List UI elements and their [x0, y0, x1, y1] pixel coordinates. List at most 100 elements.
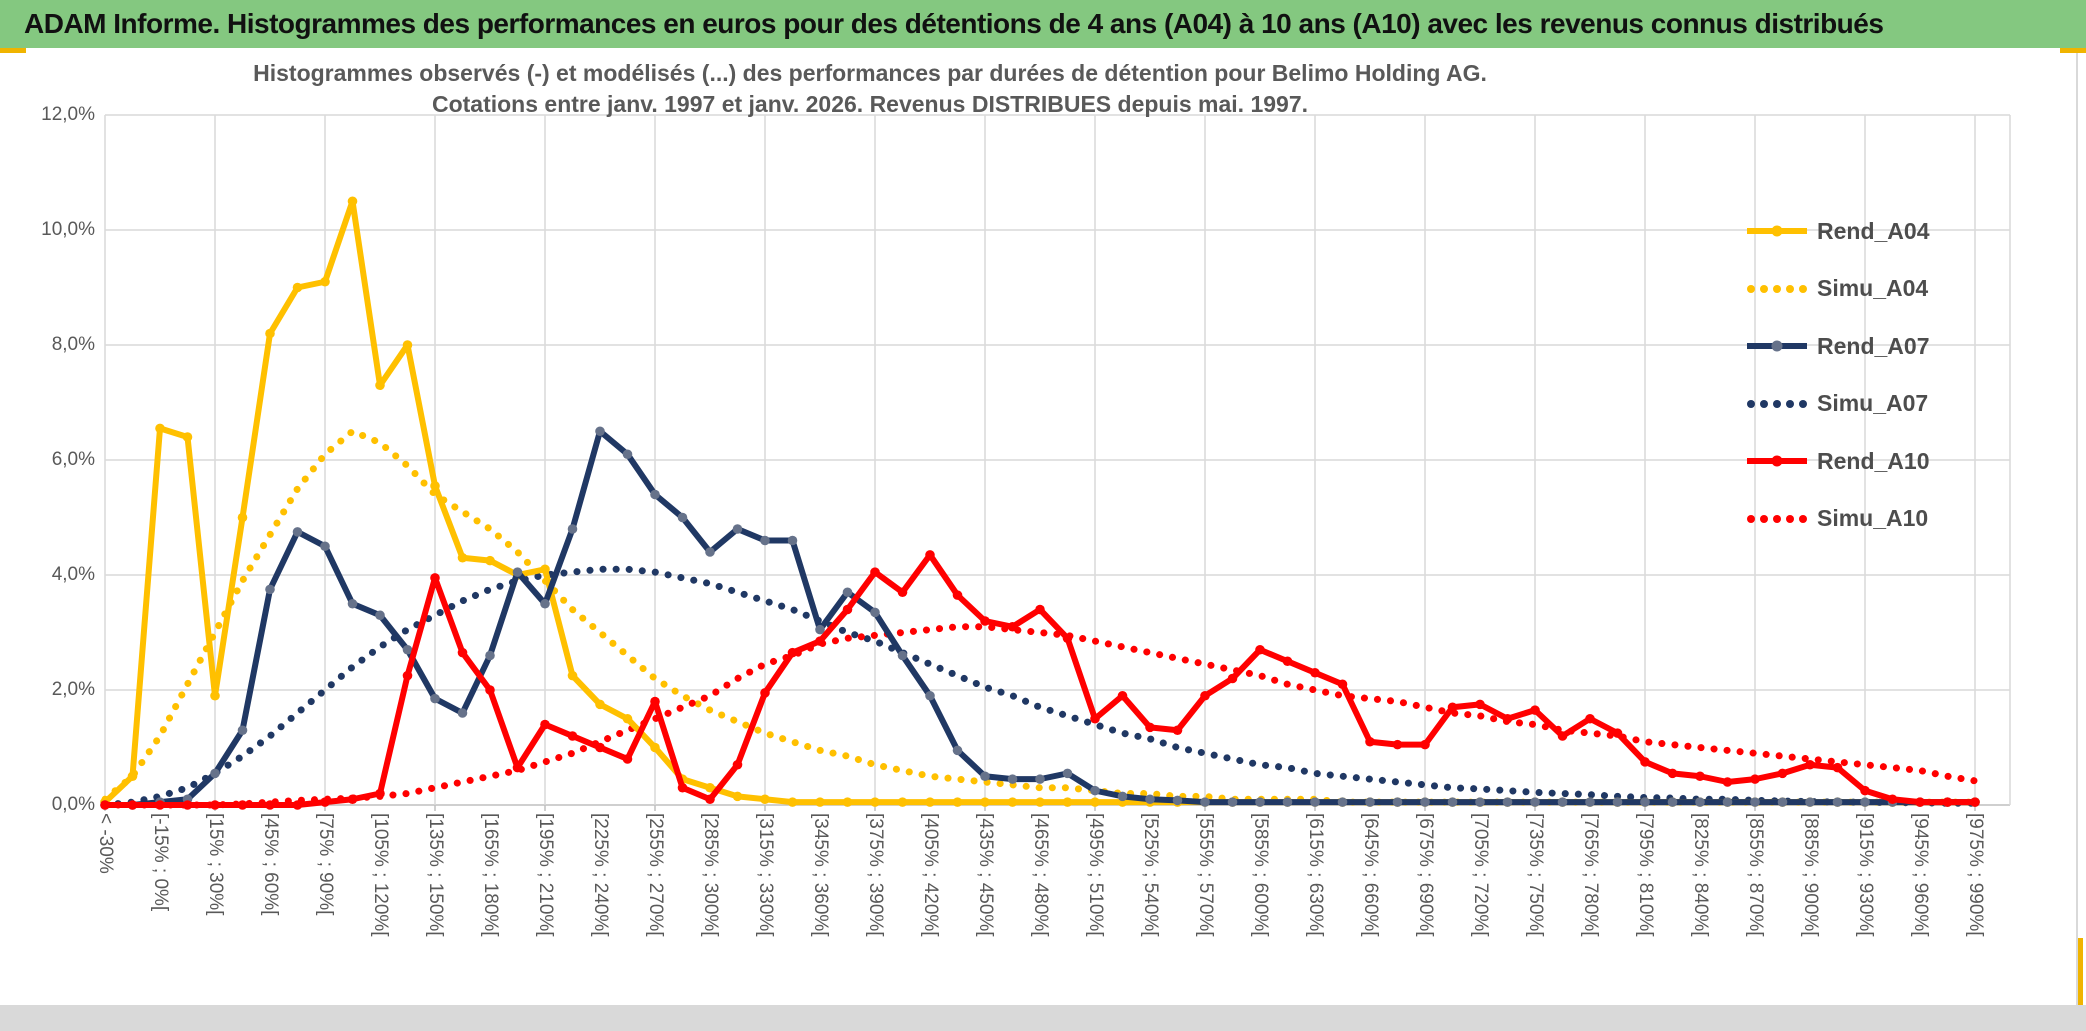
series-Rend_A10-marker — [732, 759, 743, 770]
chart-title-line2: Cotations entre janv. 1997 et janv. 2026… — [431, 91, 1309, 117]
series-Rend_A10-marker — [1145, 722, 1155, 733]
series-Rend_A07-marker — [925, 690, 935, 701]
series-Rend_A04-marker — [210, 690, 220, 701]
series-Rend_A10-marker — [1447, 702, 1458, 713]
series-Rend_A10-marker — [870, 567, 880, 577]
series-Rend_A07-marker — [1832, 797, 1843, 807]
page-title: ADAM Informe. Histogrammes des performan… — [24, 8, 1884, 39]
series-Rend_A10-marker — [1035, 604, 1045, 615]
x-axis-label: [375% ; 390%[ — [865, 813, 886, 937]
legend-label: Rend_A10 — [1817, 447, 1930, 474]
series-Rend_A04-marker — [732, 791, 743, 802]
series-Rend_A07-line — [105, 428, 1975, 808]
series-Rend_A04-marker — [430, 481, 440, 491]
legend-item-Rend_A07[interactable]: Rend_A07 — [1745, 331, 1929, 361]
x-axis-label: [585% ; 600%[ — [1250, 813, 1271, 937]
series-Rend_A07-marker — [1585, 797, 1595, 807]
series-Rend_A07-marker — [760, 535, 770, 546]
x-axis-label: [735% ; 750%[ — [1525, 813, 1546, 937]
x-axis-label: [915% ; 930%[ — [1855, 813, 1876, 937]
series-Rend_A10-marker — [595, 742, 605, 753]
series-Rend_A10-marker — [1887, 794, 1898, 805]
series-Rend_A07-marker — [952, 745, 963, 756]
legend-item-Simu_A10[interactable]: Simu_A10 — [1745, 504, 1928, 534]
series-Rend_A10-marker — [1090, 713, 1100, 724]
series-Rend_A07-marker — [1502, 797, 1513, 807]
x-axis-label: [255% ; 270%[ — [645, 813, 666, 937]
series-Rend_A07-marker — [1145, 794, 1155, 805]
series-Rend_A10-marker — [897, 587, 908, 598]
series-Rend_A10-marker — [815, 636, 825, 646]
series-Rend_A10-marker — [1007, 621, 1018, 632]
series-Rend_A10-marker — [1255, 644, 1265, 655]
series-Rend_A04-marker — [375, 380, 385, 391]
legend-swatch-dotted — [1747, 514, 1807, 523]
x-axis-label: [315% ; 330%[ — [755, 813, 776, 937]
series-Rend_A10-marker — [430, 573, 440, 583]
series-Rend_A07-marker — [1420, 797, 1430, 807]
series-Rend_A10-marker — [1942, 797, 1953, 807]
series-Rend_A07-marker — [1200, 797, 1210, 807]
series-Rend_A07-marker — [540, 598, 550, 609]
series-Rend_A07-marker — [1805, 797, 1815, 807]
series-Rend_A07-marker — [1557, 797, 1568, 807]
series-Rend_A10-marker — [760, 688, 770, 698]
series-Rend_A04-marker — [1035, 797, 1045, 807]
series-Rend_A07-marker — [1365, 797, 1375, 807]
series-Rend_A10-marker — [237, 800, 248, 810]
series-Rend_A07-marker — [237, 725, 248, 736]
legend-item-Rend_A04[interactable]: Rend_A04 — [1745, 216, 1929, 246]
series-Rend_A07-marker — [1282, 797, 1293, 807]
series-Rend_A10-marker — [1750, 774, 1760, 784]
legend-label: Simu_A04 — [1817, 275, 1929, 301]
series-Rend_A10-marker — [1310, 667, 1320, 678]
series-Rend_A04-marker — [897, 797, 908, 807]
series-Rend_A07-marker — [595, 426, 605, 437]
legend-swatch-solid — [1747, 340, 1807, 352]
series-Rend_A07-marker — [705, 547, 715, 557]
series-Rend_A07-marker — [815, 624, 825, 635]
x-axis-label: < -30% — [95, 813, 116, 874]
x-axis-label: [705% ; 720%[ — [1470, 813, 1491, 937]
legend-item-Simu_A04[interactable]: Simu_A04 — [1745, 274, 1928, 304]
legend-item-Simu_A07[interactable]: Simu_A07 — [1745, 389, 1928, 419]
series-Rend_A07-marker — [567, 524, 578, 534]
series-Rend_A10-marker — [1117, 690, 1128, 701]
x-axis-label: [555% ; 570%[ — [1195, 813, 1216, 937]
series-Rend_A04-marker — [155, 423, 165, 434]
series-Rend_A07-marker — [1695, 797, 1705, 807]
x-axis-label: [645% ; 660%[ — [1360, 813, 1381, 937]
series-Simu_A10-line — [101, 623, 1979, 809]
series-Rend_A04-marker — [842, 797, 853, 807]
legend-swatch-dotted — [1747, 399, 1807, 408]
series-Rend_A04-marker — [1090, 797, 1100, 807]
legend-label: Simu_A10 — [1817, 505, 1929, 531]
series-Rend_A07-marker — [375, 610, 385, 621]
series-Rend_A04-marker — [925, 797, 935, 807]
x-axis-label: [435% ; 450%[ — [975, 813, 996, 937]
series-Rend_A10-marker — [1640, 757, 1650, 767]
series-Simu_A04-line — [101, 427, 1979, 806]
series-Rend_A04-marker — [595, 699, 605, 710]
y-axis-label: 0,0% — [51, 794, 95, 815]
series-Rend_A10-marker — [622, 754, 633, 764]
series-Rend_A10-marker — [402, 670, 413, 681]
series-Rend_A04-marker — [292, 282, 303, 293]
x-axis-label: [885% ; 900%[ — [1800, 813, 1821, 937]
series-Rend_A07-marker — [650, 489, 660, 500]
series-Rend_A04-marker — [127, 771, 138, 782]
series-Rend_A10-marker — [1475, 699, 1485, 710]
series-Rend_A10-marker — [1200, 690, 1210, 701]
x-axis-label: [675% ; 690%[ — [1415, 813, 1436, 937]
legend-item-Rend_A10[interactable]: Rend_A10 — [1745, 446, 1929, 476]
series-Rend_A07-marker — [870, 607, 880, 618]
series-Rend_A04-marker — [650, 742, 660, 753]
x-axis-label: [105% ; 120%[ — [370, 813, 391, 937]
series-Rend_A04-marker — [320, 276, 330, 287]
series-Rend_A07-marker — [1310, 797, 1320, 807]
series-Rend_A04-marker — [815, 797, 825, 807]
x-axis-label: [495% ; 510%[ — [1085, 813, 1106, 937]
y-axis-label: 4,0% — [51, 564, 95, 585]
